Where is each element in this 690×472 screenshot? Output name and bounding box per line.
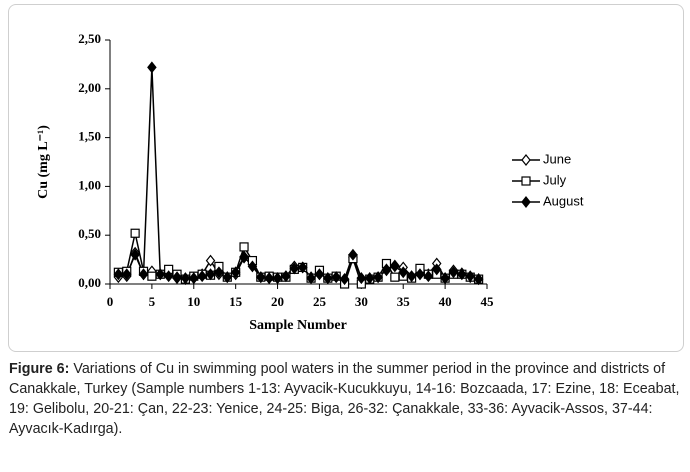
marker [130,248,140,261]
marker [390,272,400,282]
marker [180,272,191,285]
x-tick-label: 5 [149,294,156,309]
marker [398,266,408,279]
y-tick-label: 1,00 [78,177,101,192]
marker [440,272,450,285]
marker [272,272,283,285]
marker [230,266,241,279]
marker [256,271,266,284]
marker [415,268,425,281]
chart: Cu (mg L⁻¹) Sample Number 0,00 0,50 1,00 1,… [36,31,584,333]
marker [521,176,531,186]
marker [197,270,207,283]
legend-label: August [543,193,584,208]
x-tick-label: 45 [481,294,495,309]
marker [406,270,417,283]
marker [130,228,140,238]
caption-label: Figure 6: [9,361,70,377]
marker [247,260,258,273]
marker [147,61,157,74]
x-tick-label: 20 [271,294,284,309]
x-tick-label: 35 [397,294,411,309]
marker [373,271,383,284]
marker [323,272,333,285]
marker [172,271,182,284]
marker [331,271,341,284]
marker [121,268,132,281]
marker [448,266,459,279]
marker [521,196,531,208]
marker [163,270,174,283]
legend-label: June [543,151,571,166]
marker [306,272,316,285]
x-axis-title: Sample Number [249,318,347,333]
marker [189,272,199,285]
legend-label: July [543,172,567,187]
marker [390,260,400,273]
series-line [118,67,479,281]
marker [214,266,224,279]
marker [381,263,392,276]
marker [281,270,291,283]
marker [431,263,442,276]
marker [205,268,216,281]
marker [239,242,249,252]
marker [147,271,157,281]
marker [465,270,476,283]
marker [138,268,149,281]
marker [297,261,308,274]
marker [364,272,375,285]
y-axis-title: Cu (mg L⁻¹) [36,125,51,199]
marker [473,273,484,286]
marker [521,154,531,166]
marker [423,270,434,283]
marker [222,271,233,284]
x-tick-label: 0 [107,294,114,309]
marker [264,272,274,285]
marker [289,262,300,275]
x-tick-label: 15 [229,294,243,309]
y-tick-label: 2,50 [78,31,101,46]
marker [356,272,367,285]
y-tick-label: 0,00 [78,275,101,290]
x-tick-label: 10 [187,294,200,309]
marker [314,268,325,281]
marker [113,268,124,281]
marker [239,250,249,263]
chart-frame [8,4,684,352]
y-tick-label: 1,50 [78,129,101,144]
marker [348,248,358,261]
y-tick-label: 0,50 [78,226,101,241]
marker [457,268,467,281]
x-tick-label: 40 [439,294,452,309]
x-tick-label: 25 [313,294,327,309]
y-tick-label: 2,00 [78,80,101,95]
caption: Figure 6: Variations of Cu in swimming p… [9,359,681,439]
marker [339,273,350,286]
marker [205,254,216,267]
x-tick-label: 30 [355,294,368,309]
caption-text: Variations of Cu in swimming pool waters… [9,361,680,437]
marker [155,268,166,281]
